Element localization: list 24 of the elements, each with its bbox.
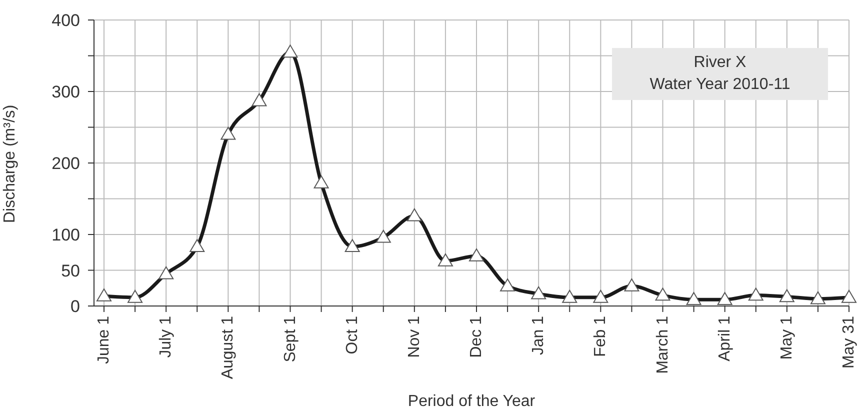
y-tick-label: 100 xyxy=(52,226,80,245)
x-tick-label: Nov 1 xyxy=(406,316,423,358)
x-axis-title: Period of the Year xyxy=(408,393,536,410)
x-tick-label: Dec 1 xyxy=(468,316,485,358)
y-tick-label: 400 xyxy=(52,11,80,30)
x-tick-label: June 1 xyxy=(96,316,112,364)
annotation: Water Year 2010-11 xyxy=(648,75,792,95)
y-tick-label: 50 xyxy=(61,261,80,280)
x-tick-label: August 1 xyxy=(220,316,237,380)
x-tick-label: May 1 xyxy=(778,316,796,360)
x-tick-label: Jan 1 xyxy=(530,316,548,356)
x-tick-label: July 1 xyxy=(158,316,175,358)
x-tick-label: May 31 xyxy=(840,316,858,368)
y-tick-label: 300 xyxy=(52,82,80,102)
x-tick-label: March 1 xyxy=(654,316,672,374)
x-tick-label: April 1 xyxy=(716,316,734,362)
note-box: River X Water Year 2010-11 xyxy=(612,48,828,100)
annotation: River X xyxy=(692,53,748,73)
x-tick-label: Sept 1 xyxy=(282,316,299,362)
y-tick-label: 200 xyxy=(52,154,80,174)
y-tick-label: 0 xyxy=(70,297,80,316)
y-axis-title: Discharge (m³/s) xyxy=(2,104,19,223)
x-tick-label: Oct 1 xyxy=(344,316,361,354)
x-tick-label: Feb 1 xyxy=(592,316,610,357)
